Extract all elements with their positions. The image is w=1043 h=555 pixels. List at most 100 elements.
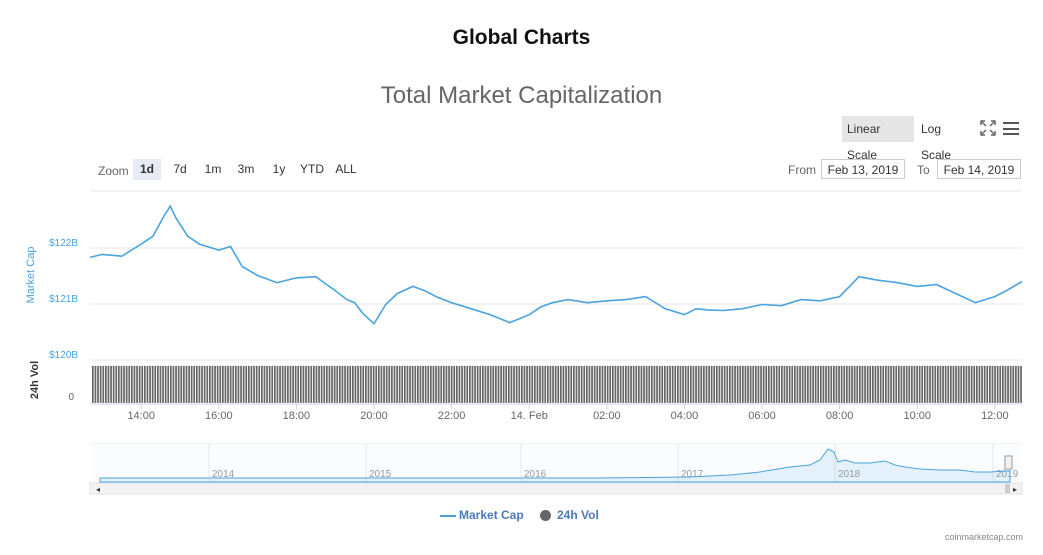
volume-bar — [237, 365, 240, 403]
volume-bar — [622, 365, 625, 403]
volume-bar — [541, 365, 544, 403]
volume-bar — [861, 365, 864, 403]
navigator-series — [99, 448, 1011, 483]
volume-bar — [261, 365, 263, 403]
volume-bar — [625, 365, 627, 403]
market-cap-line — [89, 204, 1023, 326]
legend-market-cap[interactable]: Market Cap — [440, 508, 524, 522]
volume-bar — [315, 365, 318, 403]
volume-bar — [794, 365, 796, 403]
volume-bar — [445, 365, 448, 403]
from-date-input[interactable]: Feb 13, 2019 — [821, 159, 905, 179]
volume-bar — [749, 365, 752, 403]
volume-bar — [882, 365, 885, 403]
volume-bar — [198, 365, 201, 403]
volume-bar — [593, 365, 596, 403]
zoom-1m-button[interactable]: 1m — [204, 162, 222, 176]
volume-bar — [656, 365, 658, 403]
volume-bar — [333, 365, 336, 403]
scroll-right-icon[interactable]: ▸ — [1013, 485, 1017, 494]
credits-link[interactable]: coinmarketcap.com — [944, 532, 1023, 542]
volume-bar — [120, 365, 123, 403]
volume-bar — [710, 365, 713, 403]
volume-bar — [255, 365, 258, 403]
volume-bar — [632, 365, 635, 403]
volume-bar — [391, 365, 393, 403]
volume-bar — [99, 365, 102, 403]
hamburger-menu-icon[interactable] — [1003, 122, 1019, 135]
volume-bar — [801, 365, 804, 403]
volume-bar — [248, 365, 250, 403]
volume-bar — [690, 365, 692, 403]
volume-bar — [482, 365, 484, 403]
volume-bar — [692, 365, 695, 403]
volume-bar — [768, 365, 770, 403]
volume-bar — [835, 365, 838, 403]
volume-bar — [648, 365, 651, 403]
zoom-7d-button[interactable]: 7d — [173, 162, 187, 176]
to-date-input[interactable]: Feb 14, 2019 — [937, 159, 1021, 179]
volume-bar — [635, 365, 638, 403]
volume-bar — [177, 365, 180, 403]
volume-bar — [302, 365, 305, 403]
volume-bar — [788, 365, 791, 403]
volume-bar — [331, 365, 333, 403]
volume-bar — [775, 365, 778, 403]
volume-bar — [575, 365, 578, 403]
volume-bar — [497, 365, 500, 403]
volume-bar — [869, 365, 872, 403]
volume-bar — [580, 365, 583, 403]
volume-bar — [419, 365, 422, 403]
zoom-1d-button[interactable]: 1d — [133, 159, 161, 180]
volume-bar — [224, 365, 227, 403]
volume-bar — [825, 365, 827, 403]
volume-bar — [700, 365, 703, 403]
volume-bar — [128, 365, 131, 403]
grid-lines — [90, 190, 1022, 361]
zoom-1y-button[interactable]: 1y — [272, 162, 286, 176]
navigator[interactable]: 2014 2015 2016 2017 2018 2019 ◂ ▸ — [89, 443, 1023, 495]
volume-bar — [339, 365, 341, 403]
volume-bar — [271, 365, 274, 403]
volume-bar — [138, 365, 141, 403]
volume-bar — [786, 365, 788, 403]
volume-bar — [102, 365, 105, 403]
scrollbar-thumb[interactable] — [1005, 484, 1010, 493]
volume-bar — [913, 365, 916, 403]
expand-icon[interactable] — [980, 120, 996, 136]
volume-bar — [596, 365, 599, 403]
volume-bar — [952, 365, 955, 403]
volume-bar — [739, 365, 742, 403]
zoom-ytd-button[interactable]: YTD — [300, 162, 324, 176]
navigator-year-label: 2018 — [838, 469, 861, 480]
volume-bar — [313, 365, 315, 403]
volume-bar — [898, 365, 900, 403]
volume-bar — [549, 365, 552, 403]
volume-bar — [552, 365, 554, 403]
volume-bar — [677, 365, 679, 403]
linear-scale-button[interactable]: Linear Scale — [842, 116, 914, 162]
volume-bar — [297, 365, 300, 403]
volume-bar — [235, 365, 237, 403]
navigator-handle[interactable] — [1004, 455, 1013, 470]
scroll-left-icon[interactable]: ◂ — [96, 485, 100, 494]
volume-bar — [279, 365, 281, 403]
volume-bar — [521, 365, 523, 403]
volume-bar — [846, 365, 848, 403]
volume-bar — [666, 365, 669, 403]
zoom-3m-button[interactable]: 3m — [237, 162, 255, 176]
log-scale-button[interactable]: Log Scale — [921, 122, 952, 162]
volume-bar — [443, 365, 445, 403]
volume-bar — [378, 365, 380, 403]
volume-bar — [609, 365, 612, 403]
volume-bar — [877, 365, 879, 403]
zoom-all-button[interactable]: ALL — [335, 162, 357, 176]
x-tick-label: 14:00 — [127, 410, 155, 422]
volume-bar — [874, 365, 877, 403]
volume-bar — [253, 365, 255, 403]
volume-bar — [614, 365, 617, 403]
volume-bar — [476, 365, 479, 403]
volume-bar — [986, 365, 989, 403]
navigator-scrollbar[interactable] — [89, 482, 1023, 495]
legend-volume[interactable]: 24h Vol — [540, 508, 599, 522]
